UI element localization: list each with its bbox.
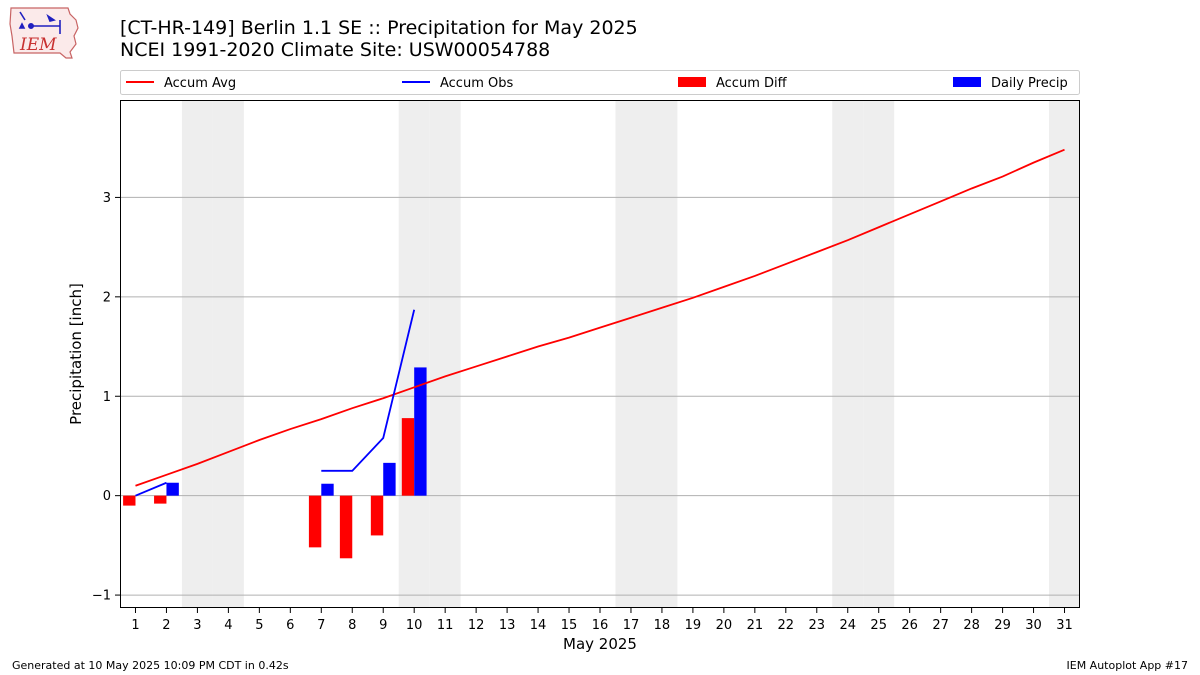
accum-avg-line — [135, 148, 1065, 487]
accum-obs-line-segment-1 — [135, 481, 167, 497]
daily-precip-bar-day-10 — [414, 367, 427, 496]
y-tick-label: 2 — [103, 290, 111, 305]
iem-logo: IEM — [9, 7, 79, 59]
weekend-band-31 — [1049, 100, 1080, 608]
x-tick-label: 26 — [901, 618, 918, 633]
weekend-band-11 — [429, 100, 461, 608]
x-tick-label: 17 — [623, 618, 640, 633]
x-tick-label: 5 — [255, 618, 263, 633]
accum-diff-bar-day-8 — [339, 495, 353, 559]
x-tick-label: 31 — [1056, 618, 1073, 633]
weekend-band-25 — [863, 100, 895, 608]
daily-precip-bar-day-7 — [321, 483, 334, 496]
generated-timestamp: Generated at 10 May 2025 10:09 PM CDT in… — [12, 659, 289, 672]
x-tick-label: 8 — [348, 618, 356, 633]
app-credit: IEM Autoplot App #17 — [1066, 659, 1189, 672]
x-tick-label: 30 — [1025, 618, 1042, 633]
legend-entry-label: Accum Diff — [716, 76, 788, 91]
weekend-band-17 — [615, 100, 647, 608]
x-tick-label: 24 — [839, 618, 856, 633]
x-tick-label: 3 — [193, 618, 201, 633]
grid-lines — [120, 196, 1080, 596]
x-tick-label: 12 — [468, 618, 485, 633]
series-lines — [135, 148, 1065, 497]
x-tick-label: 10 — [406, 618, 423, 633]
y-tick-label: −1 — [92, 589, 111, 604]
weekend-band-4 — [212, 100, 244, 608]
chart-subtitle: NCEI 1991-2020 Climate Site: USW00054788 — [120, 39, 551, 61]
x-tick-label: 19 — [685, 618, 702, 633]
x-tick-label: 14 — [530, 618, 547, 633]
x-tick-label: 21 — [747, 618, 764, 633]
x-tick-label: 27 — [932, 618, 949, 633]
x-tick-label: 1 — [131, 618, 139, 633]
x-tick-label: 9 — [379, 618, 387, 633]
x-tick-label: 7 — [317, 618, 325, 633]
x-tick-label: 22 — [778, 618, 795, 633]
y-tick-label: 0 — [103, 489, 111, 504]
bars — [123, 367, 427, 559]
weather-station-icon — [18, 11, 61, 34]
chart-title: [CT-HR-149] Berlin 1.1 SE :: Precipitati… — [120, 17, 638, 39]
iowa-outline-icon — [9, 7, 79, 59]
x-tick-label: 11 — [437, 618, 454, 633]
x-tick-label: 28 — [963, 618, 980, 633]
y-tick-label: 1 — [103, 390, 111, 405]
y-axis-label: Precipitation [inch] — [67, 283, 85, 425]
legend-entry-label: Accum Avg — [164, 76, 236, 91]
legend-box — [120, 70, 1080, 95]
legend-swatch-bar — [678, 77, 706, 87]
y-axis: −1 0 1 2 3 — [92, 191, 120, 604]
x-axis-label: May 2025 — [563, 635, 637, 653]
accum-obs-line-segment-2 — [321, 309, 416, 472]
daily-precip-bar-day-9 — [383, 462, 396, 496]
accum-diff-bar-day-10 — [401, 418, 415, 496]
weekend-band-3 — [181, 100, 213, 608]
plot-frame — [120, 100, 1080, 608]
weekend-band-24 — [832, 100, 864, 608]
x-tick-label: 20 — [716, 618, 733, 633]
legend-swatch-bar — [953, 77, 981, 87]
logo-text: IEM — [19, 35, 57, 55]
x-tick-label: 13 — [499, 618, 516, 633]
x-tick-label: 25 — [870, 618, 887, 633]
x-tick-label: 29 — [994, 618, 1011, 633]
x-tick-label: 15 — [561, 618, 578, 633]
weekend-band-18 — [646, 100, 678, 608]
accum-diff-bar-day-2 — [154, 495, 167, 504]
x-tick-label: 18 — [654, 618, 671, 633]
legend-entry-label: Accum Obs — [440, 76, 513, 91]
x-tick-label: 2 — [162, 618, 170, 633]
x-tick-label: 6 — [286, 618, 294, 633]
accum-diff-bar-day-1 — [123, 495, 136, 506]
accum-diff-bar-day-9 — [370, 495, 384, 536]
legend: Accum Avg Accum Obs Accum Diff Daily Precip — [120, 70, 1080, 95]
x-axis: 1 2 3 4 5 6 7 8 9 10 11 12 13 14 15 16 17 18 19 20 21 22 23 24 2… — [131, 608, 1073, 633]
x-tick-label: 23 — [809, 618, 826, 633]
x-tick-label: 4 — [224, 618, 232, 633]
legend-entry-label: Daily Precip — [991, 76, 1068, 91]
y-tick-label: 3 — [103, 191, 111, 206]
x-tick-label: 16 — [592, 618, 609, 633]
accum-diff-bar-day-7 — [308, 495, 322, 548]
daily-precip-bar-day-2 — [166, 482, 179, 496]
